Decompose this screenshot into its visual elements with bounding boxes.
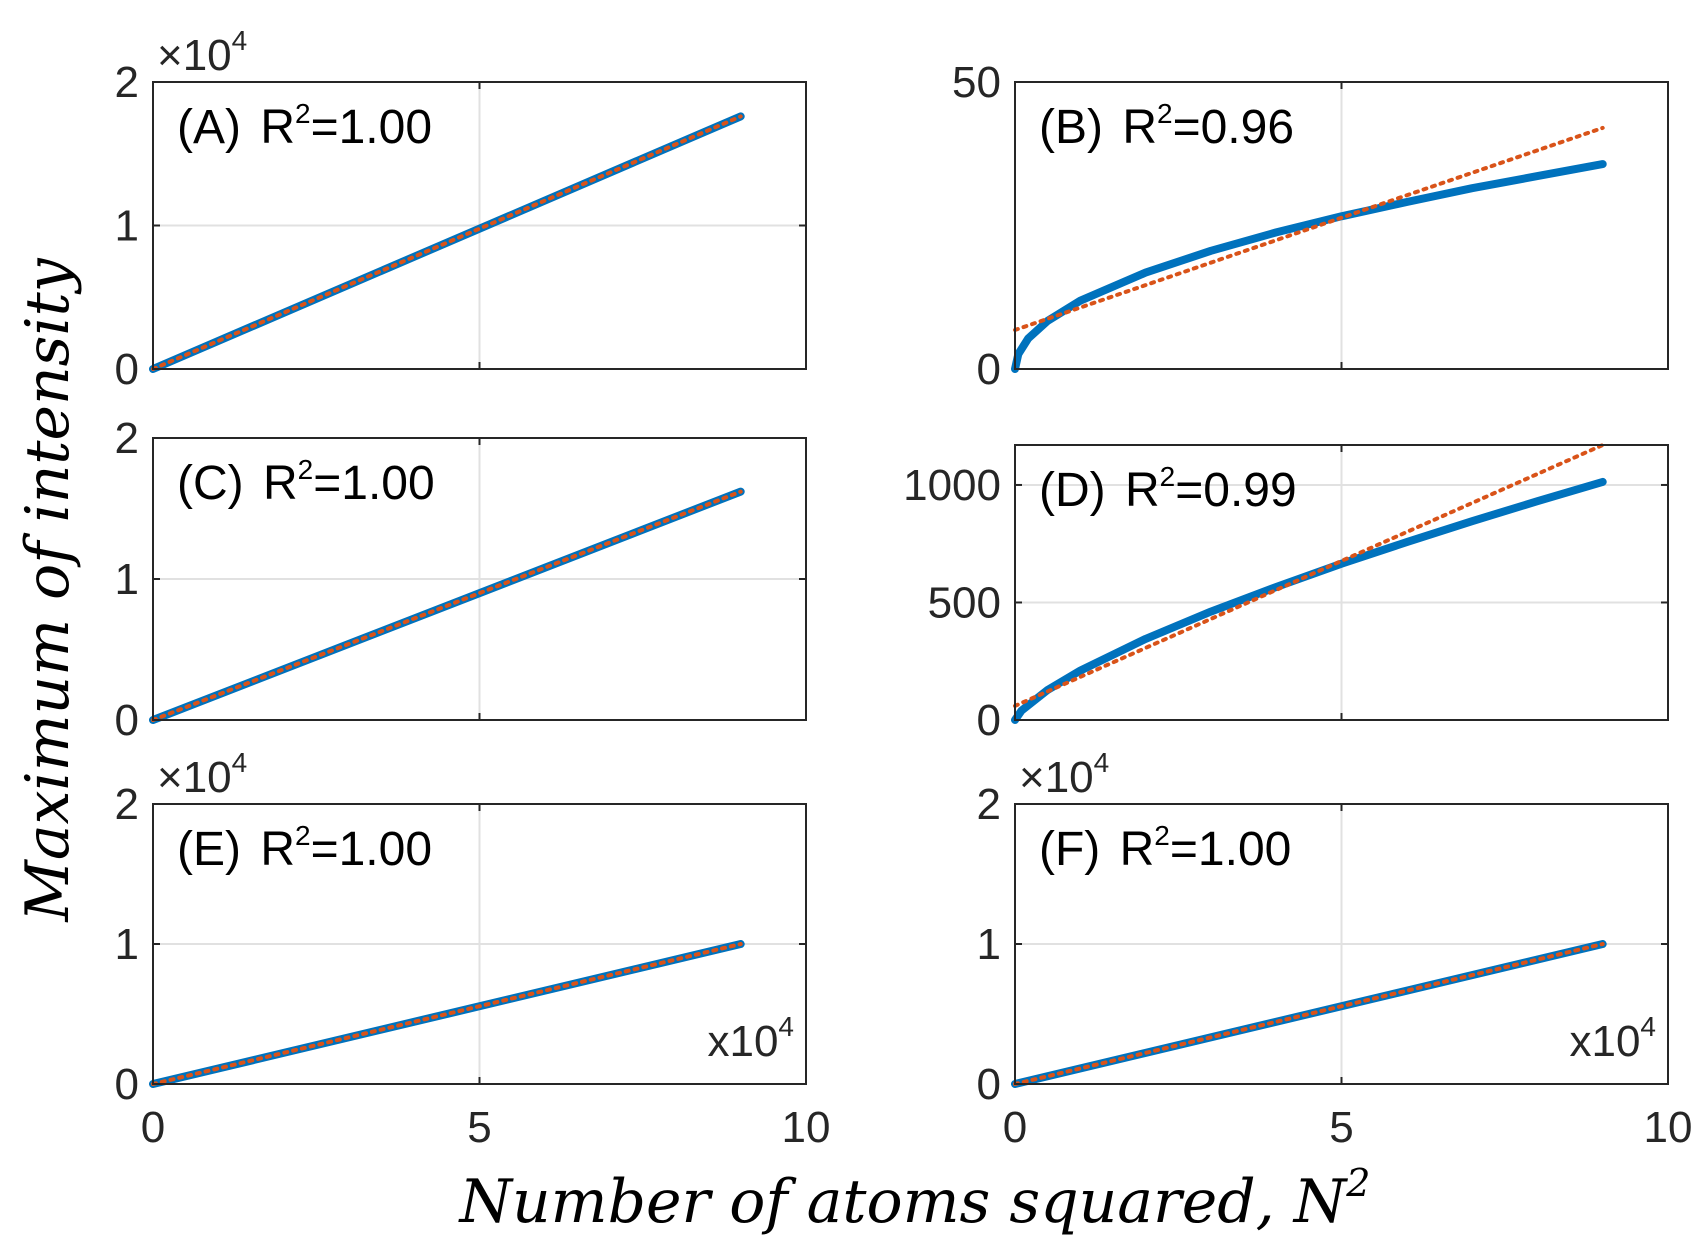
y-tick-label: 0: [977, 1060, 1001, 1109]
y-axis-title: Maximum of intensity: [13, 257, 83, 922]
r-squared-superscript: 2: [295, 820, 311, 851]
data-series-line: [1011, 160, 1607, 373]
y-multiplier-superscript: 4: [232, 25, 248, 56]
x-tick-label: 0: [141, 1103, 165, 1152]
r-squared-value: =1.00: [313, 457, 434, 510]
y-tick-label: 0: [115, 696, 139, 745]
x-tick-label: 10: [782, 1103, 831, 1152]
y-multiplier-label: ×104: [157, 747, 247, 802]
y-tick-label: 2: [115, 58, 139, 107]
x-multiplier-superscript: 4: [1640, 1011, 1656, 1042]
panel-annotation: (F) R2=1.00: [1039, 820, 1291, 876]
x-tick-label: 5: [467, 1103, 491, 1152]
y-tick-label: 500: [928, 578, 1001, 627]
panel-letter: (B): [1039, 101, 1116, 154]
y-multiplier-text: ×10: [157, 753, 232, 802]
r-squared-superscript: 2: [295, 98, 311, 129]
fit-dotted-line: [151, 489, 743, 722]
r-squared-value: =0.99: [1175, 464, 1296, 517]
r-squared-superscript: 2: [298, 454, 314, 485]
y-tick-label: 2: [115, 780, 139, 829]
r-squared-value: =0.96: [1173, 101, 1294, 154]
r-squared-symbol: R: [1120, 823, 1155, 876]
panel-letter: (C): [177, 457, 257, 510]
y-multiplier-label: ×104: [1019, 747, 1109, 802]
r-squared-symbol: R: [1122, 101, 1157, 154]
fit-dotted-line: [1013, 125, 1605, 332]
y-multiplier-superscript: 4: [232, 747, 248, 778]
fit-dotted-line: [1013, 942, 1605, 1086]
y-multiplier-label: ×104: [157, 25, 247, 80]
x-axis-title: Number of atoms squared, N2: [458, 1161, 1371, 1237]
panel-annotation: (C) R2=1.00: [177, 454, 435, 510]
panel-d: 0 500 1000 (D) R2=0.99: [903, 443, 1669, 745]
y-tick-label: 2: [115, 414, 139, 463]
panel-a: 012×104(A) R2=1.00: [115, 25, 807, 394]
r-squared-symbol: R: [260, 101, 295, 154]
y-multiplier-text: ×10: [157, 31, 232, 80]
y-multiplier-text: ×10: [1019, 753, 1094, 802]
panel-letter: (A): [177, 101, 254, 154]
y-tick-label: 0: [977, 696, 1001, 745]
y-tick-label: 50: [952, 58, 1001, 107]
r-squared-superscript: 2: [1160, 461, 1176, 492]
r-squared-value: =1.00: [1170, 823, 1291, 876]
y-tick-label: 1000: [903, 461, 1001, 510]
x-multiplier-superscript: 4: [778, 1011, 794, 1042]
x-axis-title-text: Number of atoms squared, N: [458, 1167, 1349, 1237]
panel-c: 012(C) R2=1.00: [115, 414, 807, 745]
y-tick-label: 1: [115, 555, 139, 604]
panel-annotation: (A) R2=1.00: [177, 98, 432, 154]
r-squared-symbol: R: [263, 457, 298, 510]
y-tick-label: 0: [115, 1060, 139, 1109]
y-tick-label: 0: [115, 345, 139, 394]
x-axis-title-superscript: 2: [1345, 1161, 1370, 1205]
y-tick-label: 1: [977, 920, 1001, 969]
panel-letter: (E): [177, 823, 254, 876]
panel-b: 0 50 (B) R2=0.96: [952, 58, 1669, 394]
x-tick-label: 0: [1003, 1103, 1027, 1152]
fit-dotted-line: [151, 942, 743, 1086]
x-tick-label: 5: [1329, 1103, 1353, 1152]
r-squared-symbol: R: [1125, 464, 1160, 517]
panel-annotation: (B) R2=0.96: [1039, 98, 1294, 154]
panel-annotation: (D) R2=0.99: [1039, 461, 1297, 517]
x-multiplier-label: x104: [1569, 1011, 1656, 1066]
fit-dotted-line: [1013, 443, 1605, 708]
r-squared-value: =1.00: [311, 101, 432, 154]
fit-dotted-line: [151, 114, 743, 371]
panel-letter: (D): [1039, 464, 1119, 517]
r-squared-symbol: R: [260, 823, 295, 876]
r-squared-superscript: 2: [1157, 98, 1173, 129]
panel-letter: (F): [1039, 823, 1114, 876]
y-tick-label: 2: [977, 780, 1001, 829]
panel-annotation: (E) R2=1.00: [177, 820, 432, 876]
x-multiplier-text: x10: [707, 1017, 778, 1066]
y-tick-label: 1: [115, 920, 139, 969]
y-tick-label: 0: [977, 345, 1001, 394]
data-series-line: [1011, 477, 1607, 724]
y-tick-label: 1: [115, 202, 139, 251]
r-squared-superscript: 2: [1154, 820, 1170, 851]
r-squared-value: =1.00: [311, 823, 432, 876]
x-multiplier-label: x104: [707, 1011, 794, 1066]
y-multiplier-superscript: 4: [1094, 747, 1110, 778]
x-multiplier-text: x10: [1569, 1017, 1640, 1066]
x-tick-label: 10: [1644, 1103, 1693, 1152]
